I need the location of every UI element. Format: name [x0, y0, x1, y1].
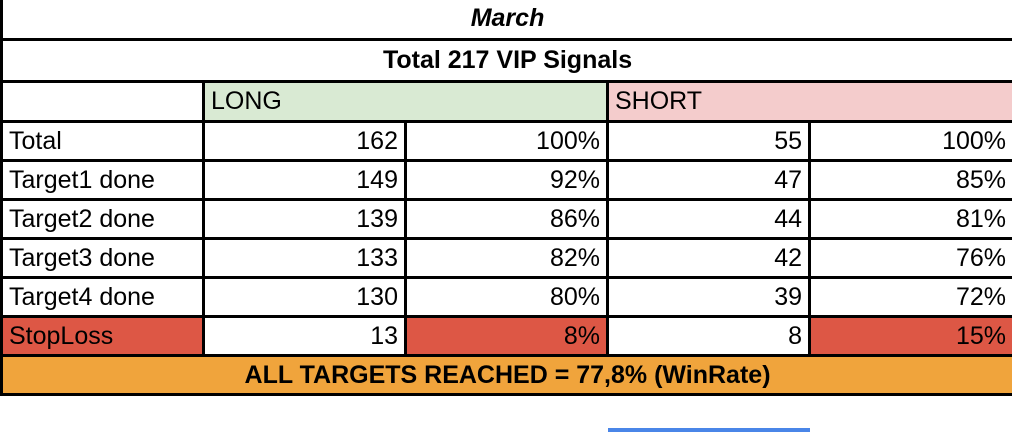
subtitle-row: Total 217 VIP Signals — [0, 38, 1012, 83]
table-row: Target4 done 130 80% 39 72% — [0, 276, 1012, 318]
short-count-cell[interactable]: 55 — [606, 120, 811, 162]
long-count-cell[interactable]: 162 — [202, 120, 407, 162]
sheet-tab-indicator[interactable] — [608, 428, 810, 432]
long-header-cell[interactable]: LONG — [202, 80, 609, 123]
long-count-cell[interactable]: 130 — [202, 276, 407, 318]
short-count-cell[interactable]: 44 — [606, 198, 811, 240]
long-count-cell[interactable]: 149 — [202, 159, 407, 201]
short-count-cell[interactable]: 39 — [606, 276, 811, 318]
stoploss-long-percent-cell[interactable]: 8% — [404, 315, 609, 357]
long-percent-cell[interactable]: 86% — [404, 198, 609, 240]
row-label-cell[interactable]: Target1 done — [0, 159, 205, 201]
short-header-cell[interactable]: SHORT — [605, 80, 1012, 123]
long-percent-cell[interactable]: 100% — [404, 120, 609, 162]
row-label-cell[interactable]: Target2 done — [0, 198, 205, 240]
stoploss-long-count-cell[interactable]: 13 — [202, 315, 407, 357]
title-row: March — [0, 0, 1012, 41]
long-percent-cell[interactable]: 82% — [404, 237, 609, 279]
stoploss-short-percent-cell[interactable]: 15% — [807, 315, 1012, 357]
short-percent-cell[interactable]: 76% — [807, 237, 1012, 279]
table-row: Target1 done 149 92% 47 85% — [0, 159, 1012, 201]
short-count-cell[interactable]: 42 — [606, 237, 811, 279]
short-percent-cell[interactable]: 100% — [807, 120, 1012, 162]
stoploss-label-cell[interactable]: StopLoss — [0, 315, 205, 357]
row-label-cell[interactable]: Total — [0, 120, 205, 162]
group-header-row: LONG SHORT — [0, 80, 1012, 123]
long-count-cell[interactable]: 139 — [202, 198, 407, 240]
winrate-row: ALL TARGETS REACHED = 77,8% (WinRate) — [0, 354, 1012, 396]
stoploss-short-count-cell[interactable]: 8 — [606, 315, 811, 357]
empty-header-cell[interactable] — [0, 80, 205, 123]
short-percent-cell[interactable]: 85% — [807, 159, 1012, 201]
long-count-cell[interactable]: 133 — [202, 237, 407, 279]
stoploss-row: StopLoss 13 8% 8 15% — [0, 315, 1012, 357]
table-row: Target2 done 139 86% 44 81% — [0, 198, 1012, 240]
table-row: Total 162 100% 55 100% — [0, 120, 1012, 162]
row-label-cell[interactable]: Target3 done — [0, 237, 205, 279]
title-cell[interactable]: March — [0, 0, 1012, 41]
short-percent-cell[interactable]: 81% — [807, 198, 1012, 240]
short-percent-cell[interactable]: 72% — [807, 276, 1012, 318]
short-count-cell[interactable]: 47 — [606, 159, 811, 201]
subtitle-cell[interactable]: Total 217 VIP Signals — [0, 38, 1012, 83]
row-label-cell[interactable]: Target4 done — [0, 276, 205, 318]
winrate-cell[interactable]: ALL TARGETS REACHED = 77,8% (WinRate) — [0, 354, 1012, 396]
signals-table: March Total 217 VIP Signals LONG SHORT T… — [0, 0, 1012, 396]
long-percent-cell[interactable]: 92% — [404, 159, 609, 201]
long-percent-cell[interactable]: 80% — [404, 276, 609, 318]
table-row: Target3 done 133 82% 42 76% — [0, 237, 1012, 279]
